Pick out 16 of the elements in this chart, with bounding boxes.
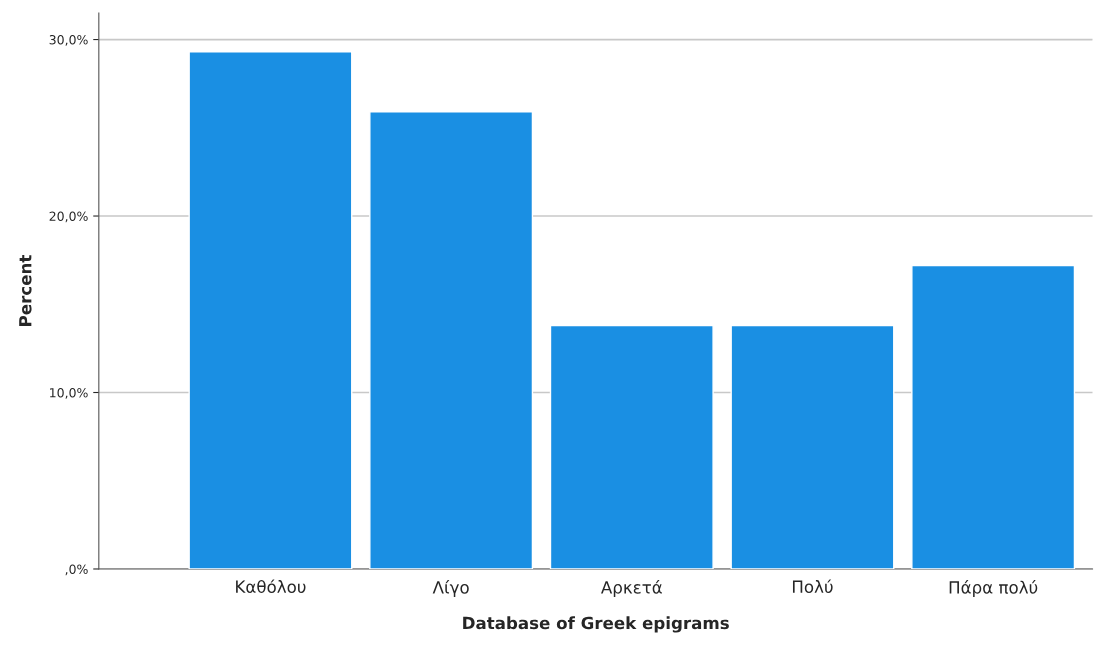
bar: [369, 111, 534, 569]
y-tick-label: ,0%: [65, 564, 88, 576]
x-tick-label: Καθόλου: [236, 579, 306, 593]
x-tick-label: Λίγο: [432, 580, 469, 597]
y-axis-title: Percent: [19, 255, 32, 326]
bar: [188, 51, 353, 569]
x-axis-title: Database of Greek epigrams: [463, 616, 729, 633]
bar: [549, 324, 714, 569]
bar: [911, 264, 1076, 569]
x-tick-label: Αρκετά: [601, 580, 662, 597]
bar: [730, 324, 895, 569]
x-tick-label: Πολύ: [792, 579, 833, 593]
x-tick-label: Πάρα πολύ: [949, 580, 1038, 597]
y-tick-label: 10,0%: [50, 387, 88, 399]
y-tick-label: 20,0%: [49, 211, 88, 223]
y-tick-label: 30,0%: [49, 35, 88, 46]
